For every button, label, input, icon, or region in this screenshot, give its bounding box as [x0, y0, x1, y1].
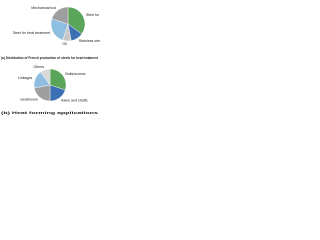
figure: Steel for Ctrl Stainless steel Oil Steel fo…	[1, 6, 100, 115]
pie-slice	[67, 6, 86, 35]
slice-label: Mechanical tool	[31, 6, 56, 10]
slice-label: Others	[33, 65, 44, 69]
slice-label: Axles and shafts	[61, 98, 88, 102]
slice-label: Oil	[62, 42, 67, 46]
slice-label: Gearboxes	[20, 98, 38, 102]
slice-label: Stainless steel	[79, 39, 100, 43]
slice-label: Linkages	[18, 76, 33, 80]
slice-label: Steel for Ctrl	[86, 13, 100, 17]
caption: (b) Heat forming applications	[1, 111, 98, 115]
pie-slice	[49, 68, 67, 91]
pie-slice	[51, 6, 69, 25]
caption: (a) Distribution of French production of…	[1, 56, 99, 60]
slice-label: Bolts/screws	[65, 72, 85, 76]
pie-slice	[40, 68, 51, 86]
slice-label: Steel for heat treatment	[13, 31, 51, 35]
